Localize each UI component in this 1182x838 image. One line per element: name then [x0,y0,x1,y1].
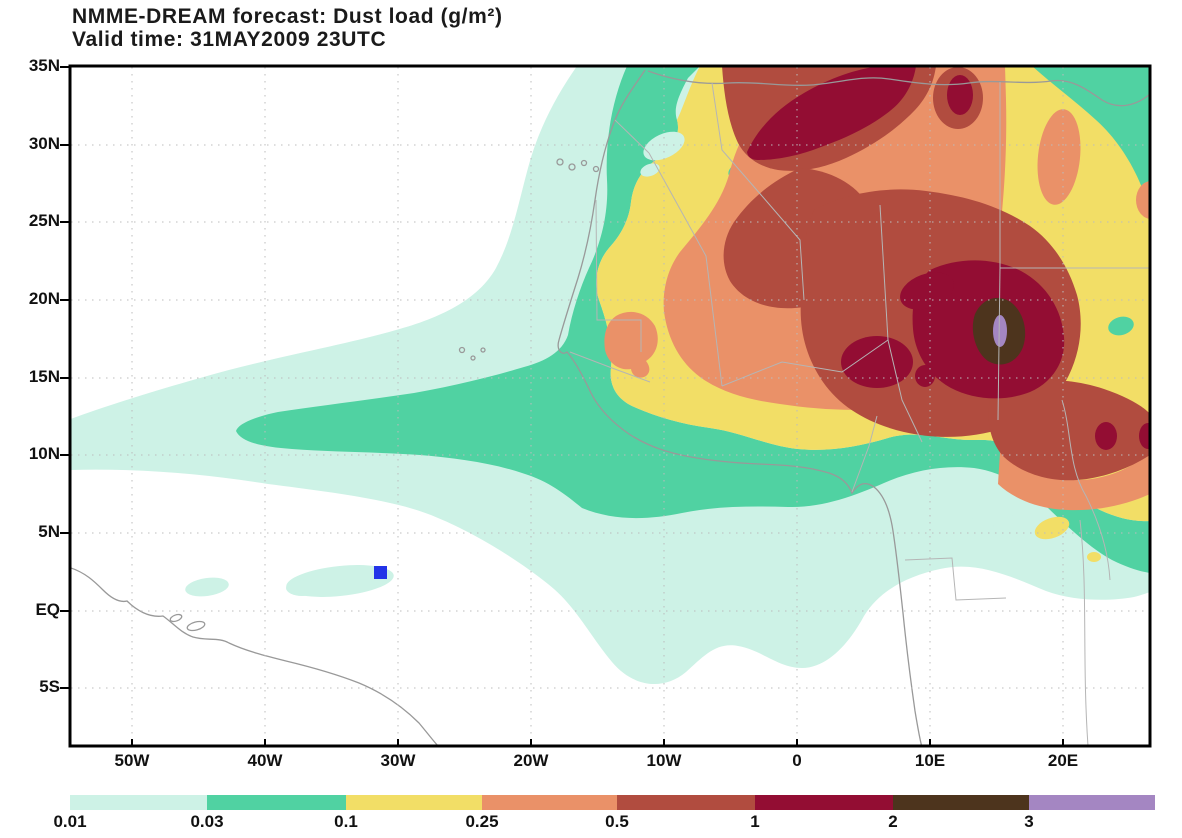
colorbar-label-1: 1 [750,812,760,831]
dust-contour-region [1032,66,1150,213]
gridlines [71,67,1149,745]
amazon-delta-island [169,613,183,623]
border-line [721,339,889,387]
dust-contour-region [1136,181,1150,219]
colorbar-label-3: 3 [1024,812,1034,831]
dust-contour-region [841,336,913,388]
y-tick-label-5s: 5S [39,677,60,696]
colorbar-segment [207,795,346,810]
dust-contour-region [1087,552,1101,562]
border-line [904,557,1007,601]
contour-level-0p01-patches [640,131,1013,536]
colorbar [70,795,1155,810]
dust-contour-region [998,452,1150,511]
y-tick-label-25n: 25N [28,211,60,230]
x-tick-label-10w: 10W [646,751,682,770]
y-tick-label-20n: 20N [28,289,60,308]
cape-verde-island [458,346,466,354]
colorbar-segment [70,795,207,810]
x-tick-label-20w: 20W [513,751,549,770]
y-tick-label-30n: 30N [28,134,60,153]
x-tick-label-40w: 40W [247,751,283,770]
y-tick-label-eq: EQ [35,600,60,619]
cape-verde-island [470,355,476,361]
colorbar-label-0p03: 0.03 [190,812,224,831]
dust-contour-region [1037,109,1081,205]
border-line [711,82,763,197]
dust-contour-region [1108,316,1134,336]
colorbar-label-0p01: 0.01 [53,812,87,831]
colorbar-label-2: 2 [888,812,898,831]
dust-contour-region [915,365,935,387]
x-tick-label-10e: 10E [914,751,946,770]
border-line [595,199,642,352]
border-line [648,152,723,387]
canary-island [556,158,564,166]
x-tick-label-0: 0 [792,751,802,770]
colorbar-label-0p1: 0.1 [334,812,358,831]
dust-contour-region [286,580,318,596]
figure-subtitle: Valid time: 31MAY2009 23UTC [72,28,387,51]
border-line [1079,519,1089,746]
station-marker-square [374,566,387,579]
dust-contour-region [859,468,877,482]
canary-island [580,159,588,167]
x-tick-label-30w: 30W [380,751,416,770]
dust-contour-region [988,380,1150,481]
colorbar-label-0p5: 0.5 [605,812,629,831]
figure-title: NMME-DREAM forecast: Dust load (g/m²) [72,5,503,28]
dust-contour-region [1034,516,1070,540]
coastline-africa-west [557,69,923,746]
colorbar-segment [346,795,482,810]
dust-contour-region [236,66,1150,573]
dust-contour-region [747,66,916,160]
colorbar-segment [617,795,755,810]
dust-contour-region [640,163,660,177]
amazon-delta-island [186,620,206,632]
border-line [851,415,878,493]
border-line [1061,399,1111,581]
colorbar-segment [482,795,617,810]
y-tick-label-15n: 15N [28,367,60,386]
border-line [887,339,923,443]
dust-contour-region [1139,423,1150,449]
dust-contour-region [1095,422,1117,450]
dust-contour-region [643,131,685,161]
x-tick-label-50w: 50W [114,751,150,770]
contour-level-3 [993,315,1007,347]
plot-frame [68,64,1152,748]
colorbar-segment [1029,795,1155,810]
dust-contour-region [963,505,989,519]
coastline-south-america [70,567,439,746]
y-tick-label-5n: 5N [38,522,60,541]
country-borders [569,82,1150,746]
canary-island [592,165,600,173]
coastlines [70,69,1150,746]
coastline-mediterranean [647,70,1150,107]
contour-level-0p03 [236,66,1150,573]
border-line [879,204,889,341]
dust-contour-region [947,75,973,115]
border-line [569,351,651,383]
cape-verde-island [480,347,486,353]
dust-contour-region [604,311,658,378]
figure-title-block: NMME-DREAM forecast: Dust load (g/m²) Va… [72,5,503,51]
border-line [997,267,1001,421]
border-line [761,195,805,301]
colorbar-segment [755,795,893,810]
dust-contour-region [993,315,1007,347]
colorbar-label-0p25: 0.25 [465,812,499,831]
y-tick-label-35n: 35N [28,56,60,75]
border-line [614,119,650,154]
dust-contour-region [185,577,229,597]
y-tick-label-10n: 10N [28,444,60,463]
canary-island [568,163,576,171]
dust-contour-region [993,496,1013,536]
axis-ticks [60,66,1064,747]
x-tick-label-20e: 20E [1047,751,1079,770]
colorbar-segment [893,795,1029,810]
